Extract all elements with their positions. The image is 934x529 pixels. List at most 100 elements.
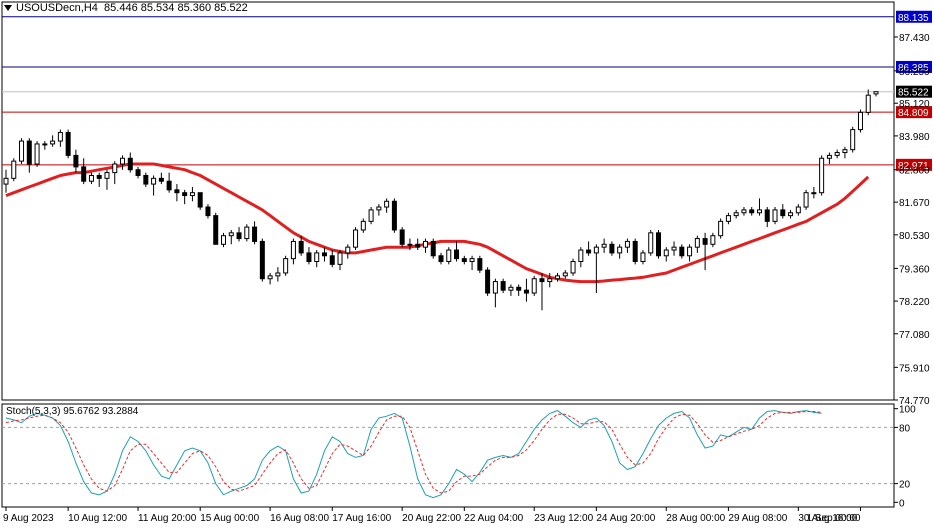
candle (795, 204, 801, 216)
candle-body-bull (788, 212, 794, 217)
candle (329, 250, 335, 268)
price-tick-label: 79.360 (899, 264, 930, 275)
candle (112, 161, 118, 185)
time-tick-label: 15 Aug 00:00 (200, 513, 259, 524)
price-tick-label: 86.250 (899, 67, 930, 78)
candle (166, 172, 172, 193)
candle-body-bull (88, 174, 94, 182)
candle (57, 129, 63, 147)
candle-body-bear (252, 226, 258, 242)
candle (19, 138, 25, 165)
candle-body-bear (26, 140, 32, 165)
candle (399, 227, 405, 248)
candle-body-bear (438, 255, 444, 263)
stoch-tick-label: 0 (899, 498, 905, 509)
caret-down-icon[interactable] (4, 5, 12, 12)
candle-body-bull (578, 249, 584, 263)
price-level-tag-label: 84.809 (898, 108, 929, 119)
candle (539, 272, 545, 311)
candle-body-bull (11, 160, 17, 179)
candle (640, 250, 646, 265)
candle (73, 149, 79, 173)
candle-body-bull (3, 177, 9, 185)
candle (663, 247, 669, 262)
candle-body-bull (687, 246, 693, 257)
candle (283, 255, 289, 276)
candle (189, 186, 195, 202)
candle (407, 238, 413, 251)
candle (213, 212, 219, 245)
candle (710, 232, 716, 248)
candle-body-bull (671, 246, 677, 251)
candle-body-bull (803, 192, 809, 208)
candle-body-bull (842, 149, 848, 154)
candle-body-bull (42, 143, 48, 146)
candle-body-bull (407, 243, 413, 246)
candle-body-bear (477, 258, 483, 271)
time-tick-label: 11 Aug 20:00 (138, 513, 197, 524)
candle-body-bull (267, 275, 273, 280)
price-tick-label: 78.220 (899, 297, 930, 308)
candle (120, 155, 126, 170)
candle-body-bull (819, 157, 825, 194)
candle (236, 227, 242, 242)
candle-body-bear (298, 240, 304, 254)
price-tick-label: 81.670 (899, 198, 930, 209)
candle (135, 166, 141, 179)
candle-body-bull (384, 200, 390, 208)
candle-body-bear (461, 258, 467, 263)
price-level-tag (896, 158, 932, 171)
candle-body-bear (764, 209, 770, 222)
candle-body-bull (290, 240, 296, 260)
price-tick-label: 75.910 (899, 363, 930, 374)
candle-body-bear (143, 174, 149, 185)
candle-body-bear (632, 240, 638, 263)
candle-body-bull (547, 278, 553, 283)
candle (298, 235, 304, 256)
candle-body-bull (360, 220, 366, 231)
candle-body-bull (795, 206, 801, 214)
candle-body-bull (189, 192, 195, 197)
candle-body-bear (523, 289, 529, 294)
candle (788, 209, 794, 219)
main-price-panel (1, 1, 895, 401)
candle-body-bull (710, 235, 716, 245)
candle-body-bull (865, 94, 871, 113)
candle (376, 204, 382, 216)
candle (127, 152, 133, 173)
candle-body-bull (508, 286, 514, 291)
candle-body-bull (857, 111, 863, 131)
stoch-axis: 100 80 20 0 (894, 405, 916, 509)
candle-body-bear (81, 166, 87, 182)
candle-body-bear (539, 278, 545, 283)
candle-body-bull (345, 246, 351, 254)
candle-body-bear (174, 189, 180, 194)
candle-body-bull (826, 154, 832, 159)
price-tick-label: 77.080 (899, 330, 930, 341)
candle-body-bull (228, 232, 234, 237)
candle-body-bear (415, 243, 421, 248)
ohlc-values: 85.446 85.534 85.360 85.522 (104, 2, 248, 14)
candle (321, 247, 327, 262)
candle (873, 91, 879, 97)
price-level-tag-label: 85.522 (898, 88, 929, 99)
candle (337, 250, 343, 271)
candle (26, 138, 32, 173)
candle-body-bull (337, 252, 343, 265)
candle (158, 172, 164, 185)
candle (562, 270, 568, 279)
time-tick-label: 30 Aug 16:00 (798, 513, 857, 524)
price-levels-layer: 88.135 86.385 85.522 84.809 82.971 (2, 10, 932, 172)
candle-body-bull (617, 246, 623, 254)
candle-body-bull (50, 140, 56, 145)
candle-body-bull (469, 258, 475, 263)
candle-body-bull (834, 152, 840, 156)
candle (842, 146, 848, 159)
candle (570, 258, 576, 276)
candle (601, 238, 607, 253)
candle (469, 255, 475, 271)
candle-body-bull (772, 209, 778, 222)
candle-body-bull (57, 131, 63, 142)
candle (500, 278, 506, 294)
